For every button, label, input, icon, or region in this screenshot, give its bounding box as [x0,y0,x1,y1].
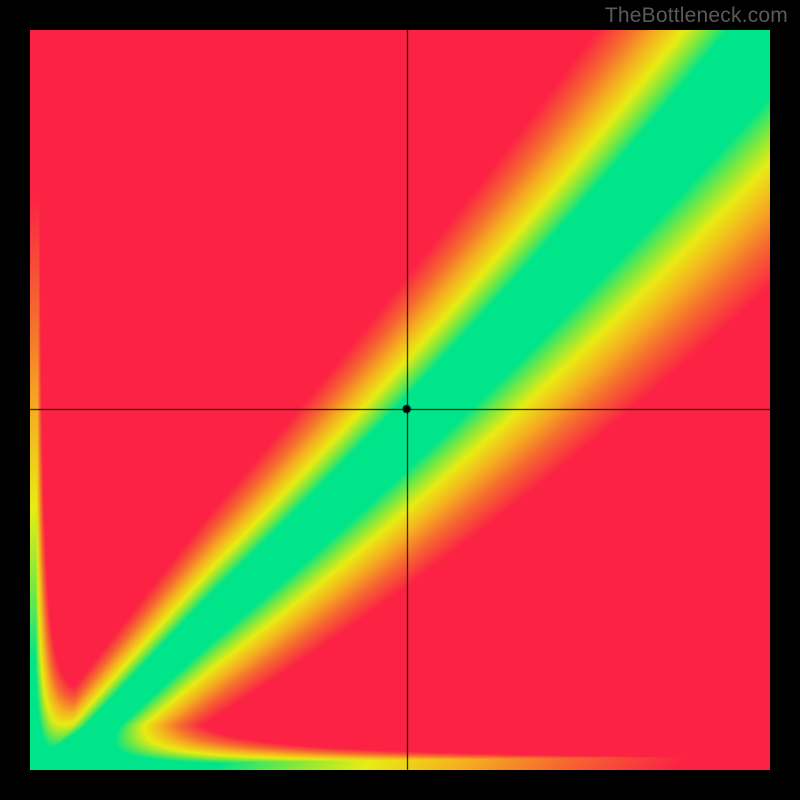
watermark-text: TheBottleneck.com [605,4,788,28]
crosshair-overlay [0,0,800,800]
chart-container: TheBottleneck.com [0,0,800,800]
